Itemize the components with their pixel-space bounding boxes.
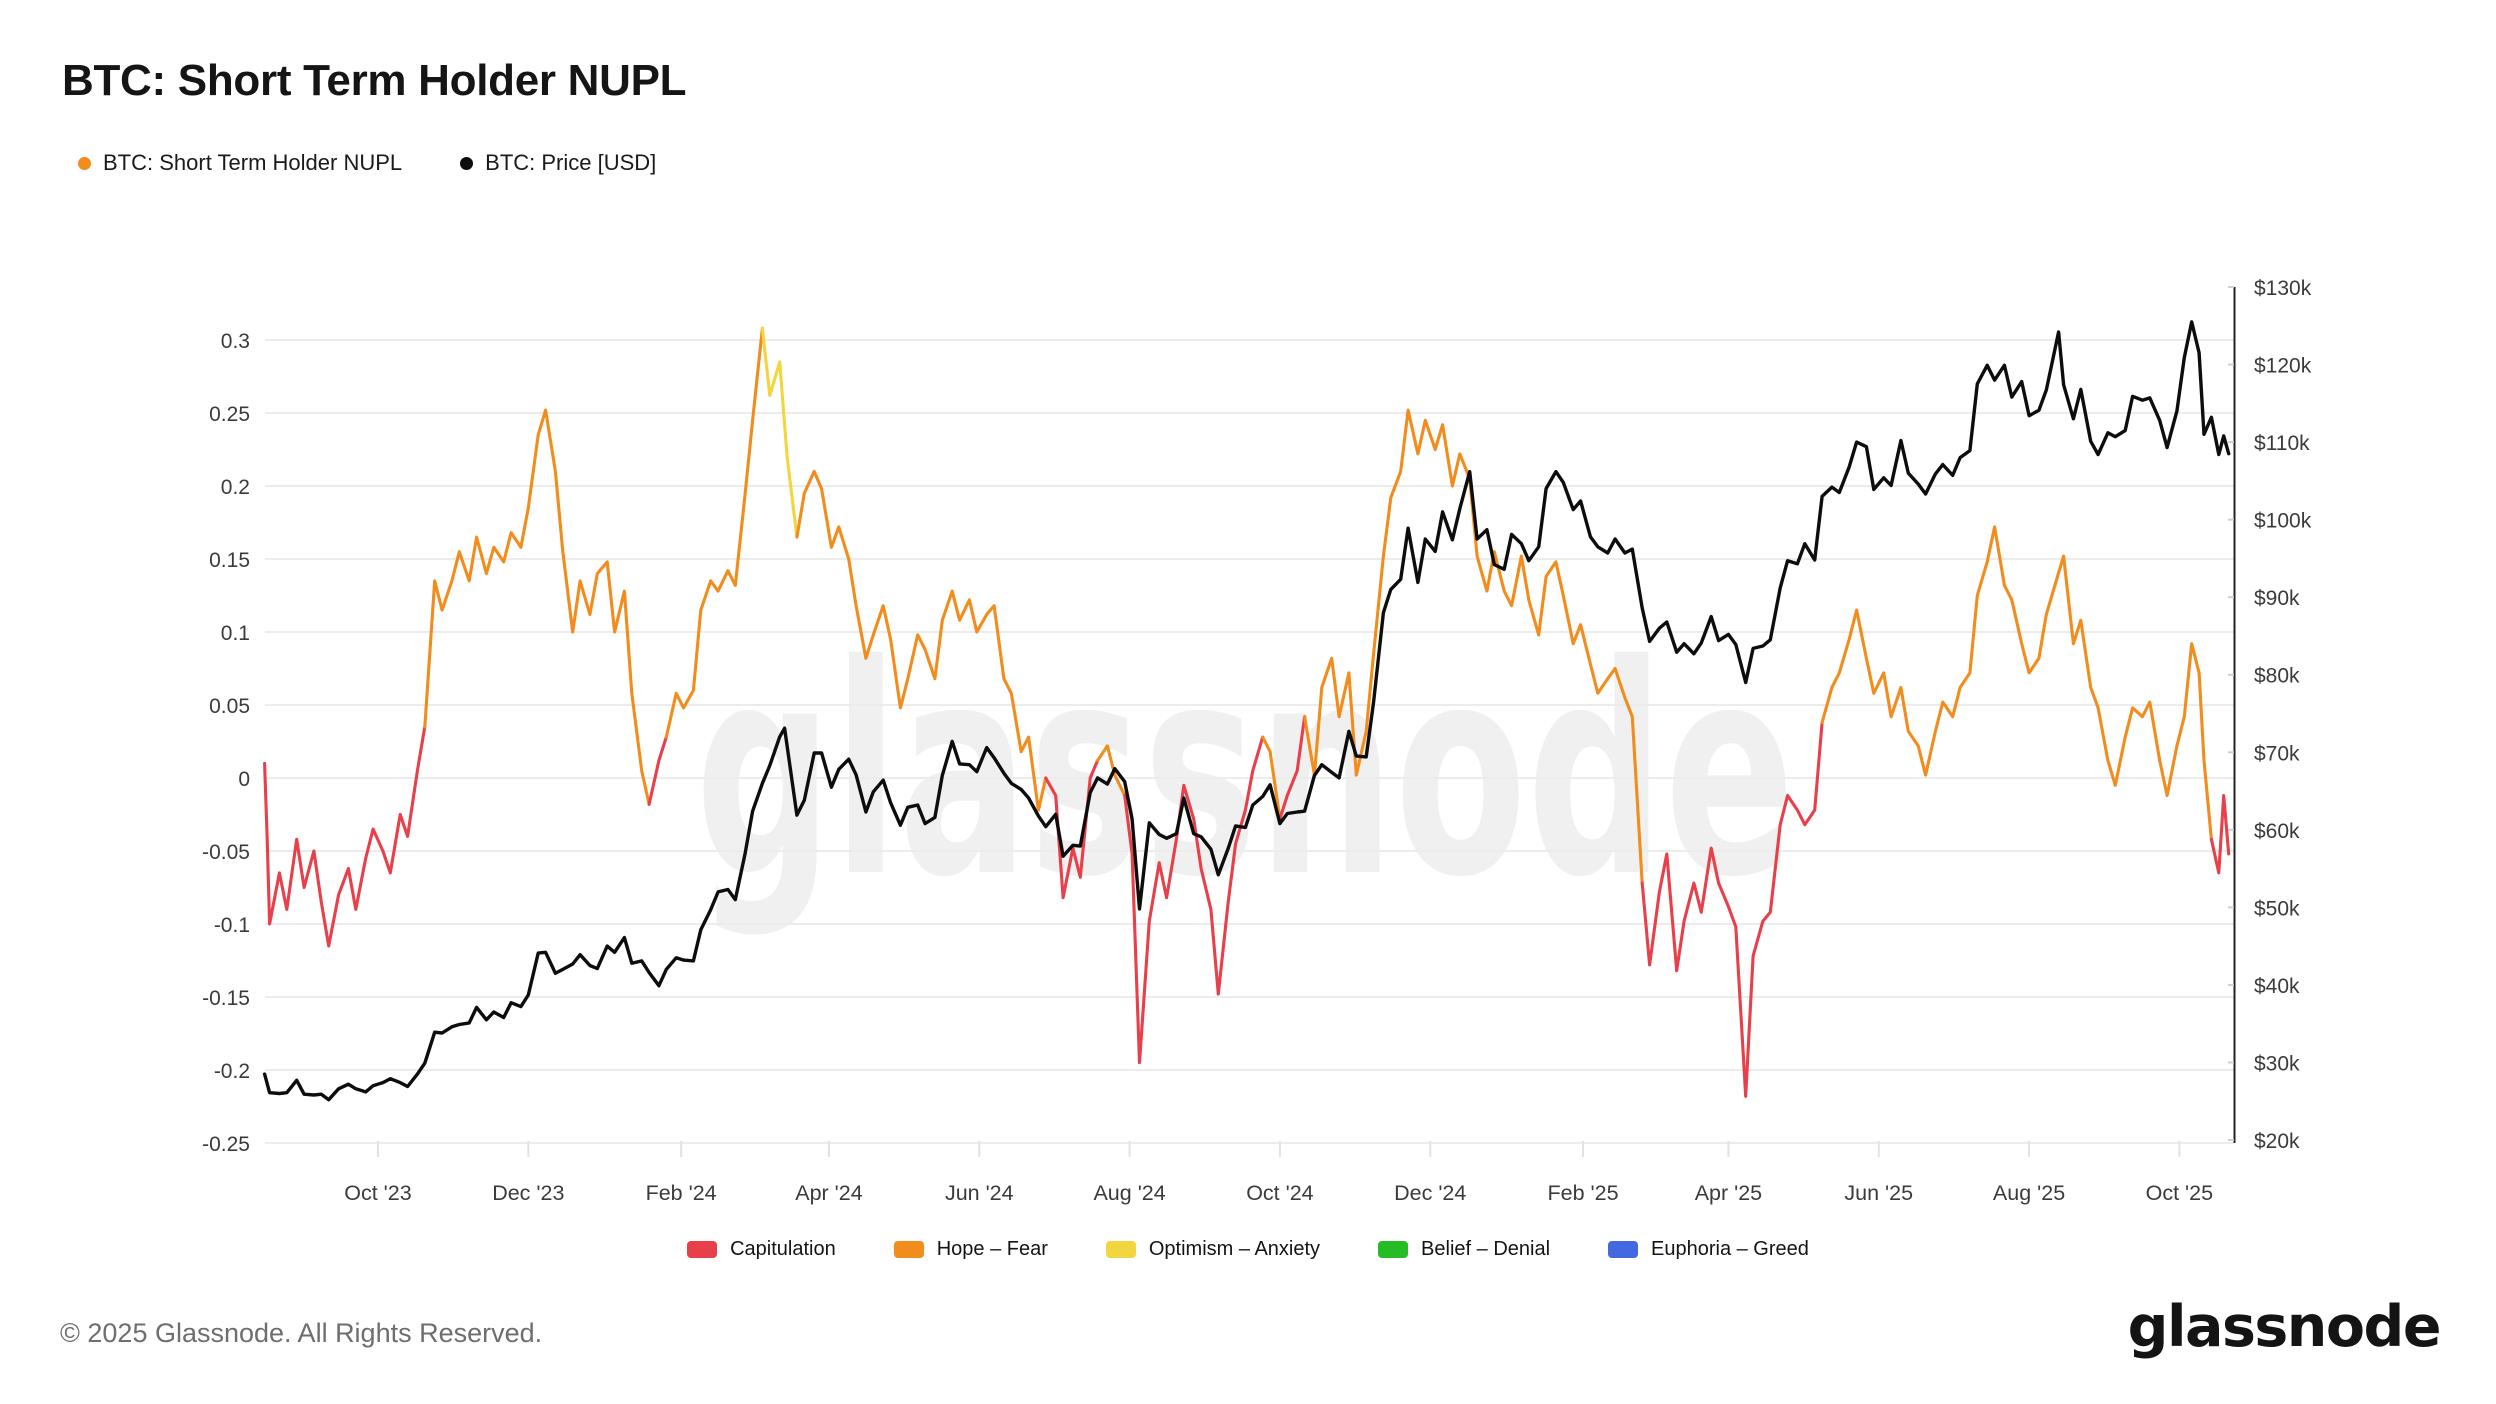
bands-legend: Capitulation Hope – Fear Optimism – Anxiet… — [0, 1238, 2496, 1261]
x-axis-tick-label: Apr '25 — [1695, 1181, 1762, 1205]
nupl-line-segment[interactable] — [1044, 758, 1100, 900]
left-axis-tick-label: -0.05 — [202, 841, 250, 864]
nupl-line-segment[interactable] — [423, 408, 651, 806]
left-axis-tick-label: 0.25 — [209, 403, 250, 426]
band-legend-label: Euphoria – Greed — [1651, 1238, 1809, 1260]
x-axis-tick-label: Aug '24 — [1093, 1181, 1165, 1205]
nupl-line-segment[interactable] — [263, 725, 427, 948]
left-axis-tick-label: 0.3 — [221, 330, 250, 353]
right-axis-tick-label: $80k — [2254, 665, 2300, 688]
left-axis-tick-label: 0.2 — [221, 476, 250, 499]
right-axis-tick-label: $100k — [2254, 510, 2312, 533]
left-axis-tick-label: 0.1 — [221, 622, 250, 645]
nupl-line-segment[interactable] — [1278, 715, 1307, 821]
x-axis-tick-label: Feb '24 — [646, 1181, 717, 1205]
right-axis-tick-label: $90k — [2254, 587, 2300, 610]
nupl-line-segment[interactable] — [2209, 793, 2231, 875]
x-axis-tick-label: Dec '23 — [492, 1181, 564, 1205]
page-title: BTC: Short Term Holder NUPL — [62, 56, 687, 105]
right-axis-tick-label: $130k — [2254, 277, 2312, 300]
nupl-line-segment[interactable] — [1261, 735, 1282, 821]
series-legend-item-1[interactable]: BTC: Price [USD] — [460, 150, 656, 176]
band-swatch-icon — [1105, 1241, 1136, 1258]
nupl-line-segment[interactable] — [647, 735, 668, 806]
nupl-line-segment[interactable] — [1820, 525, 2213, 841]
x-axis-tick-label: Apr '24 — [795, 1181, 862, 1205]
band-legend-item-4[interactable]: Euphoria – Greed — [1608, 1238, 1809, 1261]
x-axis-tick-label: Oct '25 — [2146, 1181, 2213, 1205]
nupl-line-segment[interactable] — [795, 469, 1048, 812]
x-axis-tick-label: Aug '25 — [1993, 1181, 2065, 1205]
right-axis-tick-label: $60k — [2254, 820, 2300, 843]
left-axis-tick-label: -0.15 — [202, 987, 250, 1010]
nupl-line-segment[interactable] — [1123, 735, 1265, 1065]
band-legend-label: Belief – Denial — [1421, 1238, 1551, 1260]
right-axis-tick-label: $40k — [2254, 975, 2300, 998]
x-axis-tick-label: Oct '23 — [344, 1181, 411, 1205]
band-legend-label: Hope – Fear — [936, 1238, 1048, 1260]
band-legend-label: Capitulation — [730, 1238, 836, 1260]
series-legend-label: BTC: Price [USD] — [485, 150, 657, 175]
band-swatch-icon — [1378, 1241, 1409, 1258]
nupl-line-segment[interactable] — [1640, 720, 1824, 1098]
band-swatch-icon — [893, 1241, 924, 1258]
watermark-text: glassnode — [695, 604, 1795, 941]
left-axis-tick-label: -0.2 — [214, 1060, 250, 1083]
series-legend-item-0[interactable]: BTC: Short Term Holder NUPL — [78, 150, 402, 176]
x-axis-tick-label: Feb '25 — [1548, 1181, 1619, 1205]
band-legend-item-2[interactable]: Optimism – Anxiety — [1105, 1238, 1321, 1261]
copyright-text: © 2025 Glassnode. All Rights Reserved. — [60, 1318, 543, 1348]
band-swatch-icon — [1608, 1241, 1639, 1258]
nupl-line-segment[interactable] — [664, 326, 764, 739]
left-axis-tick-label: -0.25 — [202, 1133, 250, 1156]
legend-dot-icon — [460, 156, 474, 170]
band-legend-item-0[interactable]: Capitulation — [687, 1238, 836, 1261]
x-axis-tick-label: Oct '24 — [1246, 1181, 1313, 1205]
left-axis-tick-label: 0.15 — [209, 549, 250, 572]
legend-dot-icon — [78, 156, 91, 170]
glassnode-logo: glassnode — [2127, 1294, 2442, 1360]
nupl-line-segment[interactable] — [760, 326, 799, 539]
series-legend: BTC: Short Term Holder NUPL BTC: Price [U… — [78, 150, 656, 176]
right-axis-tick-label: $70k — [2254, 742, 2300, 765]
right-axis-tick-label: $110k — [2254, 432, 2310, 455]
left-axis-tick-label: 0.05 — [209, 695, 250, 718]
nupl-line-segment[interactable] — [1096, 744, 1127, 798]
x-axis-tick-label: Jun '24 — [945, 1181, 1014, 1205]
right-axis-tick-label: $20k — [2254, 1130, 2300, 1153]
x-axis-tick-label: Jun '25 — [1844, 1181, 1913, 1205]
left-axis-tick-label: 0 — [238, 768, 250, 791]
band-legend-item-1[interactable]: Hope – Fear — [893, 1238, 1048, 1261]
price-line[interactable] — [262, 320, 2231, 1102]
series-legend-label: BTC: Short Term Holder NUPL — [103, 150, 403, 175]
band-swatch-icon — [687, 1241, 718, 1258]
left-axis-tick-label: -0.1 — [214, 914, 250, 937]
right-axis-tick-label: $120k — [2254, 355, 2312, 378]
right-axis-tick-label: $50k — [2254, 897, 2300, 920]
band-legend-item-3[interactable]: Belief – Denial — [1378, 1238, 1550, 1261]
right-axis-tick-label: $30k — [2254, 1052, 2300, 1075]
band-legend-label: Optimism – Anxiety — [1148, 1238, 1321, 1260]
x-axis-tick-label: Dec '24 — [1394, 1181, 1466, 1205]
